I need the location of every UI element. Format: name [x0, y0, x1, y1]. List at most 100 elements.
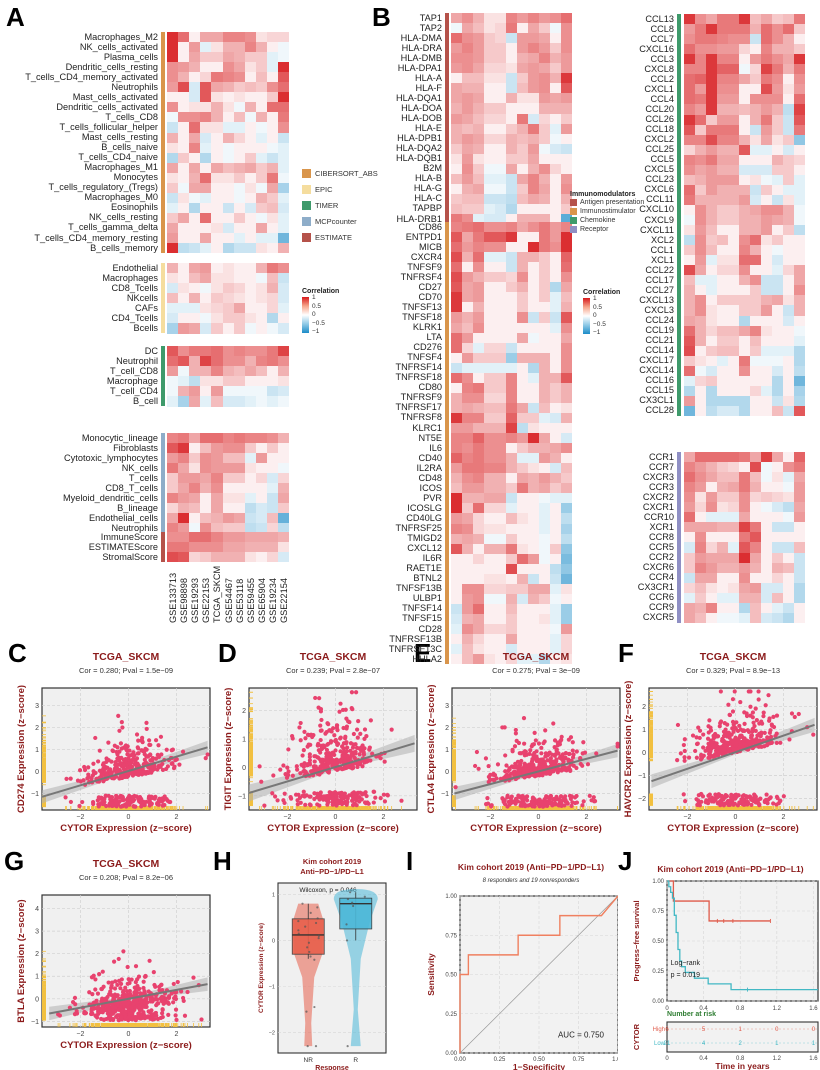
heatmap-cell — [539, 43, 551, 54]
data-point — [286, 769, 291, 774]
row-label: CCR8 — [648, 531, 674, 542]
heatmap-cell — [550, 654, 562, 665]
heatmap-cell — [772, 552, 784, 563]
row-label: HLA-DQA2 — [396, 143, 442, 154]
row-label: Dendritic_cells_resting — [65, 61, 158, 72]
heatmap-cell — [233, 346, 245, 357]
heatmap-cell — [717, 462, 729, 473]
row-label: CCL17 — [645, 274, 674, 285]
heatmap-cell — [528, 342, 540, 353]
row-label: CCL7 — [650, 33, 675, 44]
data-point — [357, 794, 362, 800]
row-label: HLA-DPB1 — [397, 133, 442, 144]
heatmap-cell — [451, 523, 463, 534]
heatmap-cell — [739, 134, 751, 145]
heatmap-cell — [506, 473, 518, 484]
heatmap-cell — [528, 53, 540, 64]
heatmap-cell — [750, 612, 762, 624]
heatmap-cell — [695, 54, 707, 65]
heatmap-cell — [750, 144, 762, 155]
heatmap-cell — [761, 184, 773, 196]
heatmap-cell — [550, 242, 562, 253]
heatmap-cell — [528, 23, 540, 34]
heatmap-cell — [255, 233, 268, 244]
heatmap-cell — [495, 423, 507, 434]
heatmap-cell — [728, 315, 740, 326]
heatmap-cell — [539, 322, 551, 333]
heatmap-cell — [783, 154, 795, 166]
heatmap-cell — [167, 313, 179, 324]
row-label: Neutrophils — [111, 81, 158, 92]
heatmap-cell — [484, 63, 496, 74]
heatmap-cell — [278, 293, 290, 304]
heatmap-cell — [739, 355, 751, 367]
heatmap-cell — [255, 473, 268, 484]
heatmap-cell — [706, 245, 718, 256]
heatmap-cell — [178, 182, 190, 194]
heatmap-cell — [462, 183, 474, 195]
heatmap-cell — [539, 332, 551, 343]
heatmap-cell — [528, 644, 540, 655]
heatmap-cell — [761, 385, 773, 397]
heatmap-cell — [167, 162, 179, 173]
heatmap-cell — [278, 192, 290, 204]
heatmap-cell — [451, 382, 463, 394]
heatmap-cell — [451, 634, 463, 645]
data-point — [262, 803, 267, 808]
heatmap-cell — [462, 483, 474, 494]
heatmap-cell — [233, 243, 245, 254]
heatmap-cell — [517, 63, 529, 74]
heatmap-cell — [761, 295, 773, 306]
heatmap-cell — [561, 83, 573, 94]
legend-label: EPIC — [315, 184, 333, 194]
heatmap-cell — [222, 42, 234, 53]
heatmap-cell — [794, 492, 806, 503]
heatmap-cell — [278, 453, 290, 464]
data-point — [82, 764, 87, 770]
heatmap-cell — [462, 83, 474, 94]
heatmap-cell — [728, 54, 740, 65]
heatmap-cell — [189, 552, 201, 563]
heatmap-cell — [684, 235, 696, 246]
heatmap-cell — [255, 313, 268, 324]
heatmap-cell — [255, 172, 268, 184]
heatmap-cell — [178, 396, 190, 407]
x-tick-label: 0 — [536, 814, 540, 821]
heatmap-cell — [761, 265, 773, 276]
heatmap-cell — [178, 82, 190, 93]
heatmap-cell — [473, 362, 485, 374]
data-point — [327, 751, 332, 756]
heatmap-cell — [189, 542, 201, 553]
heatmap-cell — [684, 225, 696, 236]
heatmap-cell — [706, 482, 718, 493]
heatmap-cell — [200, 142, 212, 153]
data-point — [303, 802, 308, 807]
heatmap-cell — [706, 285, 718, 296]
row-label: TAPBP — [412, 203, 442, 214]
heatmap-cell — [794, 24, 806, 35]
row-label: CD48 — [418, 472, 443, 483]
heatmap-cell — [278, 112, 290, 123]
group-bar — [445, 13, 449, 225]
heatmap-cell — [200, 473, 212, 484]
heatmap-cell — [750, 492, 762, 503]
row-label: CCL1 — [650, 244, 675, 255]
heatmap-cell — [211, 366, 223, 377]
heatmap-cell — [517, 153, 529, 165]
heatmap-cell — [761, 365, 773, 377]
data-point — [307, 752, 312, 757]
heatmap-cell — [517, 203, 529, 215]
heatmap-cell — [739, 592, 751, 604]
heatmap-cell — [484, 563, 496, 575]
heatmap-cell — [211, 142, 223, 153]
heatmap-cell — [706, 14, 718, 25]
heatmap-cell — [517, 453, 529, 464]
data-point — [351, 795, 356, 800]
heatmap-cell — [539, 533, 551, 544]
heatmap-cell — [739, 184, 751, 196]
heatmap-cell — [178, 313, 190, 324]
heatmap-cell — [750, 592, 762, 604]
row-label: CCL13 — [645, 13, 674, 24]
heatmap-cell — [473, 463, 485, 474]
group-bar-timer — [161, 346, 165, 407]
